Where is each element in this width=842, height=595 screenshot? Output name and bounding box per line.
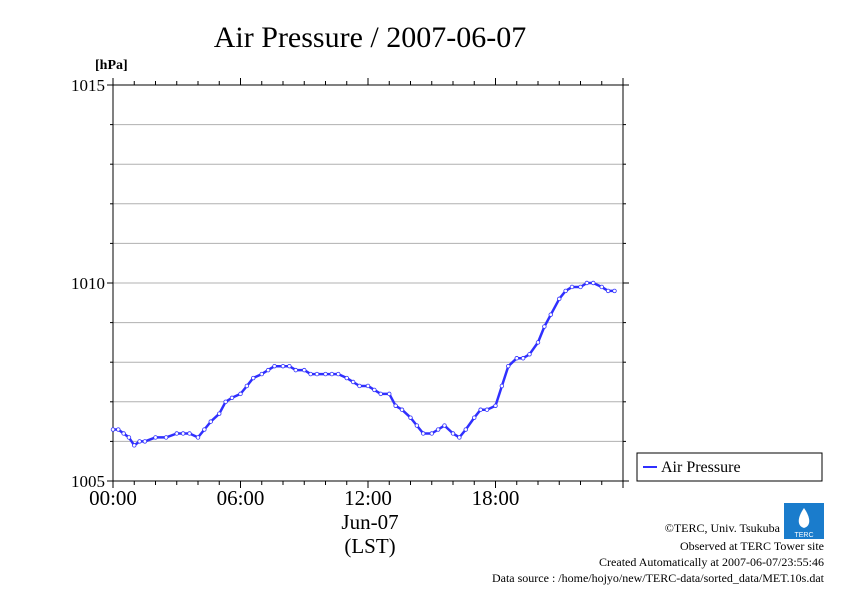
data-point <box>542 324 547 329</box>
data-point <box>229 395 235 401</box>
data-point <box>323 371 328 377</box>
data-point <box>238 391 243 397</box>
data-point <box>569 284 575 290</box>
footer-credit: ©TERC, Univ. Tsukuba <box>665 521 781 535</box>
data-point <box>514 356 519 361</box>
legend: Air Pressure <box>636 452 823 482</box>
data-point <box>435 427 441 432</box>
data-point <box>217 411 222 416</box>
data-point <box>357 383 362 389</box>
data-point <box>132 443 137 448</box>
data-point <box>350 379 356 385</box>
water-drop-icon <box>798 508 810 528</box>
data-point <box>450 431 456 436</box>
data-point <box>408 415 413 420</box>
data-point <box>314 371 320 377</box>
data-point <box>584 280 590 286</box>
data-point <box>163 435 169 440</box>
data-point <box>293 367 298 373</box>
data-point <box>137 439 142 444</box>
data-point <box>272 363 277 369</box>
footer-site: Observed at TERC Tower site <box>680 539 824 553</box>
data-point <box>399 407 405 412</box>
data-point <box>116 427 121 432</box>
data-point <box>265 367 271 373</box>
data-point <box>484 407 490 412</box>
data-point <box>153 435 158 440</box>
data-point <box>126 435 132 440</box>
grid-lines <box>113 124 623 442</box>
data-point <box>472 415 477 420</box>
y-tick-label: 1010 <box>71 274 105 293</box>
data-point <box>442 423 447 428</box>
x-axis-timezone-label: (LST) <box>344 534 395 558</box>
terc-logo: TERC <box>784 503 824 539</box>
data-point <box>308 371 313 377</box>
data-series <box>110 280 617 448</box>
legend-box <box>636 452 823 482</box>
data-point <box>336 371 341 377</box>
x-tick-label: 00:00 <box>89 486 137 510</box>
data-point <box>244 383 250 389</box>
data-point <box>578 284 583 290</box>
data-point <box>387 391 392 397</box>
data-point <box>520 356 526 361</box>
data-point <box>506 363 511 369</box>
footer-created: Created Automatically at 2007-06-07/23:5… <box>599 555 824 569</box>
data-point <box>287 363 292 369</box>
series-line <box>113 281 615 447</box>
data-point <box>429 431 434 436</box>
data-point <box>393 403 398 408</box>
data-point <box>612 288 617 294</box>
logo-text: TERC <box>794 532 813 539</box>
data-point <box>591 280 596 286</box>
x-axis-date-label: Jun-07 <box>341 510 398 534</box>
data-point <box>493 403 498 408</box>
data-point <box>365 383 371 389</box>
data-point <box>195 435 201 440</box>
data-point <box>378 391 383 397</box>
data-point <box>344 375 349 381</box>
data-point <box>599 284 604 290</box>
x-tick-label: 12:00 <box>344 486 392 510</box>
data-point <box>223 399 228 404</box>
data-point <box>605 288 611 294</box>
data-point <box>557 296 562 302</box>
data-point <box>457 435 462 440</box>
footer-source: Data source : /home/hojyo/new/TERC-data/… <box>492 571 825 585</box>
data-point <box>174 431 179 436</box>
data-point <box>499 383 505 389</box>
data-point <box>535 340 541 345</box>
data-point <box>372 387 377 393</box>
data-point <box>329 371 335 377</box>
data-point <box>302 367 307 373</box>
data-point <box>280 363 286 369</box>
data-point <box>251 375 256 381</box>
data-point <box>563 288 568 294</box>
data-point <box>110 427 116 432</box>
data-point <box>208 419 213 424</box>
y-tick-label: 1005 <box>71 472 105 491</box>
data-point <box>414 423 420 428</box>
data-point <box>187 431 192 436</box>
data-point <box>121 431 126 436</box>
x-tick-label: 18:00 <box>472 486 520 510</box>
chart-title: Air Pressure / 2007-06-07 <box>214 21 526 54</box>
data-point <box>421 431 426 436</box>
x-tick-label: 06:00 <box>217 486 265 510</box>
legend-label: Air Pressure <box>661 459 741 476</box>
data-point <box>463 427 468 432</box>
data-point <box>478 407 483 412</box>
data-point <box>548 312 553 317</box>
y-axis-unit-label: [hPa] <box>95 58 128 73</box>
data-point <box>180 431 186 436</box>
data-point <box>527 352 532 357</box>
data-point <box>259 371 264 377</box>
axes: 1005 1010 1015 00:00 06:00 12:00 18:00 <box>71 76 629 510</box>
data-point <box>142 439 148 444</box>
y-tick-label: 1015 <box>71 76 105 95</box>
data-point <box>202 427 207 432</box>
